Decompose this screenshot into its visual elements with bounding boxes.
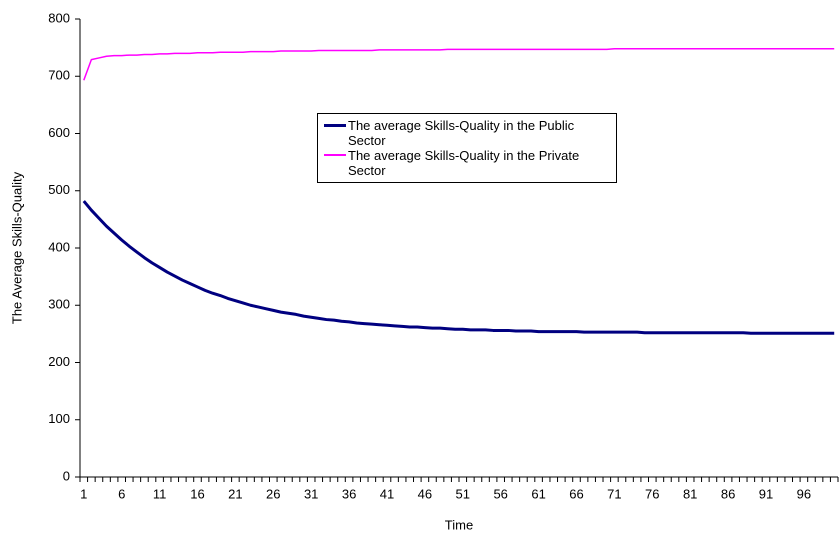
x-tick-label: 81 — [683, 486, 697, 501]
x-tick-label: 61 — [531, 486, 545, 501]
x-tick-label: 86 — [721, 486, 735, 501]
y-tick-label: 500 — [48, 182, 70, 197]
y-tick-label: 100 — [48, 411, 70, 426]
x-tick-label: 46 — [418, 486, 432, 501]
x-tick-label: 1 — [80, 486, 87, 501]
x-tick-label: 21 — [228, 486, 242, 501]
y-tick-label: 300 — [48, 297, 70, 312]
y-tick-label: 400 — [48, 239, 70, 254]
x-tick-label: 56 — [493, 486, 507, 501]
series-line — [83, 48, 835, 81]
y-tick-label: 600 — [48, 125, 70, 140]
x-tick-label: 66 — [569, 486, 583, 501]
x-tick-label: 31 — [304, 486, 318, 501]
y-tick-label: 800 — [48, 10, 70, 25]
legend-label: The average Skills-Quality in the Public… — [348, 118, 575, 148]
x-tick-label: 76 — [645, 486, 659, 501]
x-tick-label: 26 — [266, 486, 280, 501]
x-tick-label: 11 — [153, 486, 167, 501]
legend-entry: The average Skills-Quality in the Public… — [324, 118, 610, 148]
x-tick-label: 6 — [118, 486, 125, 501]
legend-swatch — [324, 154, 346, 156]
x-tick-label: 51 — [456, 486, 470, 501]
legend-entry: The average Skills-Quality in the Privat… — [324, 148, 610, 178]
legend: The average Skills-Quality in the Public… — [317, 113, 617, 183]
legend-label: The average Skills-Quality in the Privat… — [348, 148, 580, 178]
x-tick-label: 41 — [380, 486, 394, 501]
x-tick-label: 16 — [190, 486, 204, 501]
y-tick-label: 200 — [48, 354, 70, 369]
legend-swatch — [324, 124, 346, 127]
x-tick-label: 71 — [607, 486, 621, 501]
y-axis-title: The Average Skills-Quality — [9, 171, 24, 324]
x-tick-label: 96 — [797, 486, 811, 501]
series-line — [82, 200, 835, 335]
x-axis-title: Time — [445, 517, 473, 532]
y-tick-label: 0 — [63, 468, 70, 483]
x-tick-label: 36 — [342, 486, 356, 501]
y-tick-label: 700 — [48, 68, 70, 83]
x-tick-label: 91 — [759, 486, 773, 501]
